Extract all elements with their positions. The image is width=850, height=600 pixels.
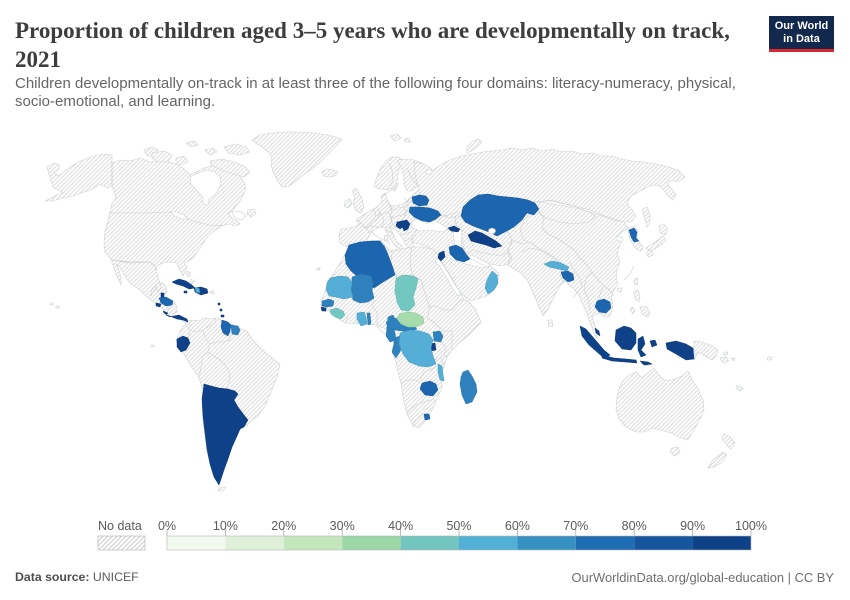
svg-text:10%: 10% xyxy=(213,519,238,533)
svg-text:90%: 90% xyxy=(680,519,705,533)
svg-text:80%: 80% xyxy=(622,519,647,533)
svg-text:0%: 0% xyxy=(158,519,176,533)
svg-text:60%: 60% xyxy=(505,519,530,533)
svg-text:30%: 30% xyxy=(330,519,355,533)
svg-text:20%: 20% xyxy=(271,519,296,533)
svg-text:No data: No data xyxy=(98,519,142,533)
svg-text:50%: 50% xyxy=(446,519,471,533)
svg-text:40%: 40% xyxy=(388,519,413,533)
svg-text:70%: 70% xyxy=(563,519,588,533)
svg-text:100%: 100% xyxy=(735,519,767,533)
